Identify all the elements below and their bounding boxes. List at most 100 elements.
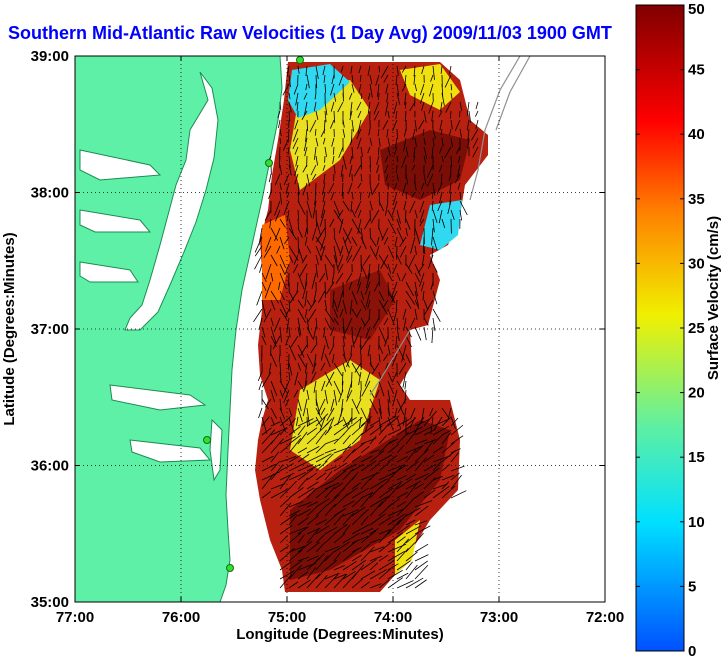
velocity-arrow (288, 407, 293, 417)
velocity-arrow (286, 191, 290, 198)
velocity-arrow (297, 227, 303, 238)
velocity-arrow (378, 579, 390, 589)
velocity-arrow (445, 101, 452, 113)
velocity-arrow (320, 128, 326, 137)
velocity-arrow (315, 504, 328, 517)
velocity-arrow (306, 245, 312, 254)
velocity-arrow (264, 398, 272, 408)
velocity-arrow (351, 506, 366, 517)
velocity-arrow (387, 482, 402, 499)
velocity-arrow (310, 164, 317, 176)
velocity-arrow (414, 543, 429, 553)
velocity-arrow (306, 407, 310, 426)
velocity-arrow (351, 564, 365, 580)
velocity-arrow (342, 468, 354, 481)
velocity-arrow (387, 428, 401, 436)
velocity-arrow (396, 272, 401, 282)
velocity-arrow (369, 155, 371, 168)
velocity-arrow (297, 245, 304, 261)
velocity-arrow (387, 344, 391, 356)
velocity-arrow (405, 299, 412, 309)
velocity-arrow (288, 254, 294, 263)
velocity-arrow (288, 371, 291, 381)
velocity-arrow (360, 344, 362, 354)
velocity-arrow (438, 209, 443, 224)
velocity-arrow (324, 335, 329, 349)
velocity-arrow (357, 110, 362, 118)
velocity-arrow (395, 299, 398, 310)
velocity-arrow (380, 254, 389, 269)
velocity-arrow (324, 572, 340, 580)
velocity-arrow (297, 453, 310, 463)
colorbar-tick-label: 20 (688, 385, 705, 402)
velocity-arrow (367, 92, 371, 100)
velocity-arrow (402, 371, 407, 388)
velocity-arrow (369, 478, 388, 490)
velocity-arrow (432, 209, 438, 223)
velocity-arrow (378, 560, 395, 571)
velocity-arrow (333, 551, 342, 562)
velocity-arrow (357, 209, 362, 218)
velocity-arrow (279, 573, 293, 589)
velocity-arrow (344, 317, 353, 333)
velocity-arrow (315, 555, 329, 571)
velocity-arrow (365, 326, 371, 339)
velocity-arrow (441, 481, 450, 490)
velocity-arrow (423, 467, 440, 481)
velocity-arrow (351, 417, 363, 427)
velocity-arrow (359, 191, 362, 201)
velocity-arrow (411, 191, 416, 198)
colorbar-tick-label: 35 (688, 191, 705, 208)
velocity-arrow (423, 439, 434, 454)
velocity-arrow (324, 299, 327, 311)
chart-title: Southern Mid-Atlantic Raw Velocities (1 … (8, 23, 612, 43)
velocity-arrow (313, 101, 317, 112)
velocity-arrow (447, 200, 452, 215)
velocity-arrow (396, 492, 408, 499)
velocity-arrow (440, 128, 443, 136)
velocity-arrow (306, 435, 317, 445)
velocity-arrow (351, 308, 358, 318)
velocity-arrow (315, 65, 319, 79)
velocity-arrow (261, 371, 272, 388)
velocity-arrow (342, 524, 351, 535)
velocity-arrow (330, 398, 335, 412)
velocity-arrow (279, 513, 297, 526)
velocity-arrow (436, 182, 443, 195)
velocity-arrow (441, 485, 456, 499)
velocity-arrow (324, 353, 331, 368)
velocity-arrow (418, 272, 425, 288)
velocity-arrow (272, 335, 281, 350)
velocity-arrow (333, 541, 350, 553)
velocity-arrow (405, 227, 408, 237)
velocity-arrow (269, 218, 272, 229)
velocity-arrow (306, 567, 317, 580)
velocity-arrow (323, 326, 326, 338)
velocity-arrow (428, 101, 434, 114)
velocity-arrow (405, 430, 417, 445)
velocity-arrow (387, 577, 404, 589)
velocity-arrow (306, 119, 309, 132)
velocity-arrow (279, 371, 282, 382)
velocity-arrow (342, 434, 351, 445)
velocity-arrow (420, 281, 425, 292)
velocity-arrow (297, 380, 305, 391)
velocity-arrow (261, 281, 267, 292)
velocity-arrow (297, 344, 305, 358)
velocity-arrow (278, 353, 281, 363)
velocity-arrow (305, 65, 308, 77)
velocity-arrow (432, 433, 444, 445)
velocity-arrow (367, 344, 371, 357)
velocity-arrow (360, 581, 370, 589)
velocity-arrow (333, 236, 341, 254)
velocity-arrow (414, 119, 417, 132)
velocity-arrow (279, 137, 282, 145)
velocity-arrow (395, 335, 398, 349)
velocity-arrow (360, 299, 367, 311)
velocity-arrow (333, 227, 336, 237)
velocity-arrow (279, 272, 287, 289)
velocity-arrow (297, 299, 304, 309)
velocity-arrow (292, 137, 299, 150)
velocity-arrow (414, 308, 418, 320)
velocity-arrow (448, 128, 452, 136)
